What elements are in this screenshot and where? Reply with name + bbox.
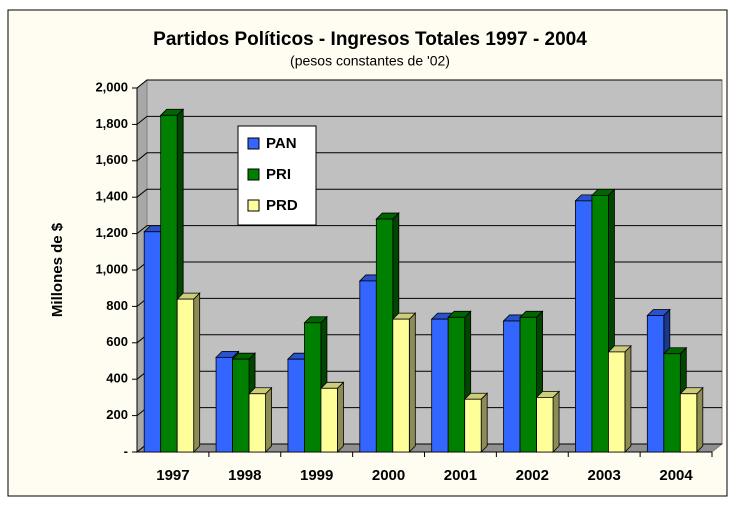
legend-swatch [247, 168, 260, 181]
bar-front [232, 358, 250, 453]
bar-front [248, 393, 266, 453]
bar-front [591, 194, 609, 453]
bar [319, 381, 345, 453]
bar-front [503, 320, 521, 453]
y-tick-label: 800 [106, 298, 128, 313]
bar-front [663, 353, 681, 453]
bar-front [143, 231, 162, 453]
legend-label: PAN [266, 135, 297, 152]
legend-label: PRI [266, 166, 291, 183]
y-tick-label: 1,600 [95, 152, 128, 167]
bar [679, 386, 704, 453]
bar-side [193, 292, 201, 453]
y-tick-label: 200 [106, 407, 128, 422]
x-tick-label: 2004 [659, 467, 693, 484]
bar [248, 386, 273, 453]
x-tick-label: 1997 [156, 467, 189, 484]
bar-front [392, 318, 410, 453]
bar [607, 344, 632, 453]
x-tick-label: 2000 [372, 467, 405, 484]
bar-side [480, 392, 488, 453]
bar-front [646, 315, 665, 453]
grid-line [136, 188, 722, 198]
grid-line [136, 152, 722, 162]
chart-title: Partidos Políticos - Ingresos Totales 19… [153, 29, 587, 50]
bar [391, 312, 417, 453]
bar-front [287, 358, 305, 453]
y-tick-label: 2,000 [95, 79, 128, 94]
bar-front [679, 393, 698, 453]
bar-side [265, 386, 272, 453]
bar [176, 292, 201, 453]
bar [463, 392, 489, 453]
bar-front [536, 396, 554, 453]
y-tick-label: 1,200 [95, 225, 128, 240]
grid-line [136, 225, 722, 234]
bar-side [696, 386, 704, 453]
bar-front [359, 280, 377, 453]
bar-front [160, 114, 178, 453]
legend-swatch [247, 137, 260, 150]
x-tick-label: 2003 [588, 467, 621, 484]
bar-front [519, 316, 537, 453]
y-tick-label: 1,000 [95, 261, 128, 276]
bar-front [464, 398, 482, 453]
bar-front [431, 318, 449, 453]
bar-side [408, 312, 416, 453]
chart-subtitle: (pesos constantes de '02) [290, 53, 450, 69]
bar-front [575, 200, 593, 453]
bar-front [608, 351, 626, 453]
y-tick-label: 1,800 [95, 116, 128, 131]
y-tick-label: 1,400 [95, 189, 128, 204]
bar-side [337, 381, 344, 453]
bar-front [304, 322, 322, 453]
bar-front [320, 387, 338, 453]
bar-front [447, 316, 466, 453]
y-tick-label: 400 [106, 371, 128, 386]
bar [535, 390, 561, 453]
grid-line [136, 79, 722, 89]
bar-front [215, 356, 233, 453]
x-tick-label: 2002 [516, 467, 549, 484]
legend-label: PRD [266, 197, 298, 214]
x-tick-label: 1998 [228, 467, 261, 484]
x-tick-label: 2001 [444, 467, 477, 484]
bar-side [552, 390, 560, 453]
bar-front [375, 218, 394, 453]
legend-swatch [247, 199, 260, 212]
y-tick-label: 600 [106, 334, 128, 349]
bar-side [624, 344, 632, 453]
x-tick-label: 1999 [300, 467, 333, 484]
y-tick-label: - [124, 443, 128, 458]
y-axis-label: Millones de $ [49, 222, 66, 317]
bar-front [176, 298, 195, 453]
grid-line [136, 115, 722, 125]
